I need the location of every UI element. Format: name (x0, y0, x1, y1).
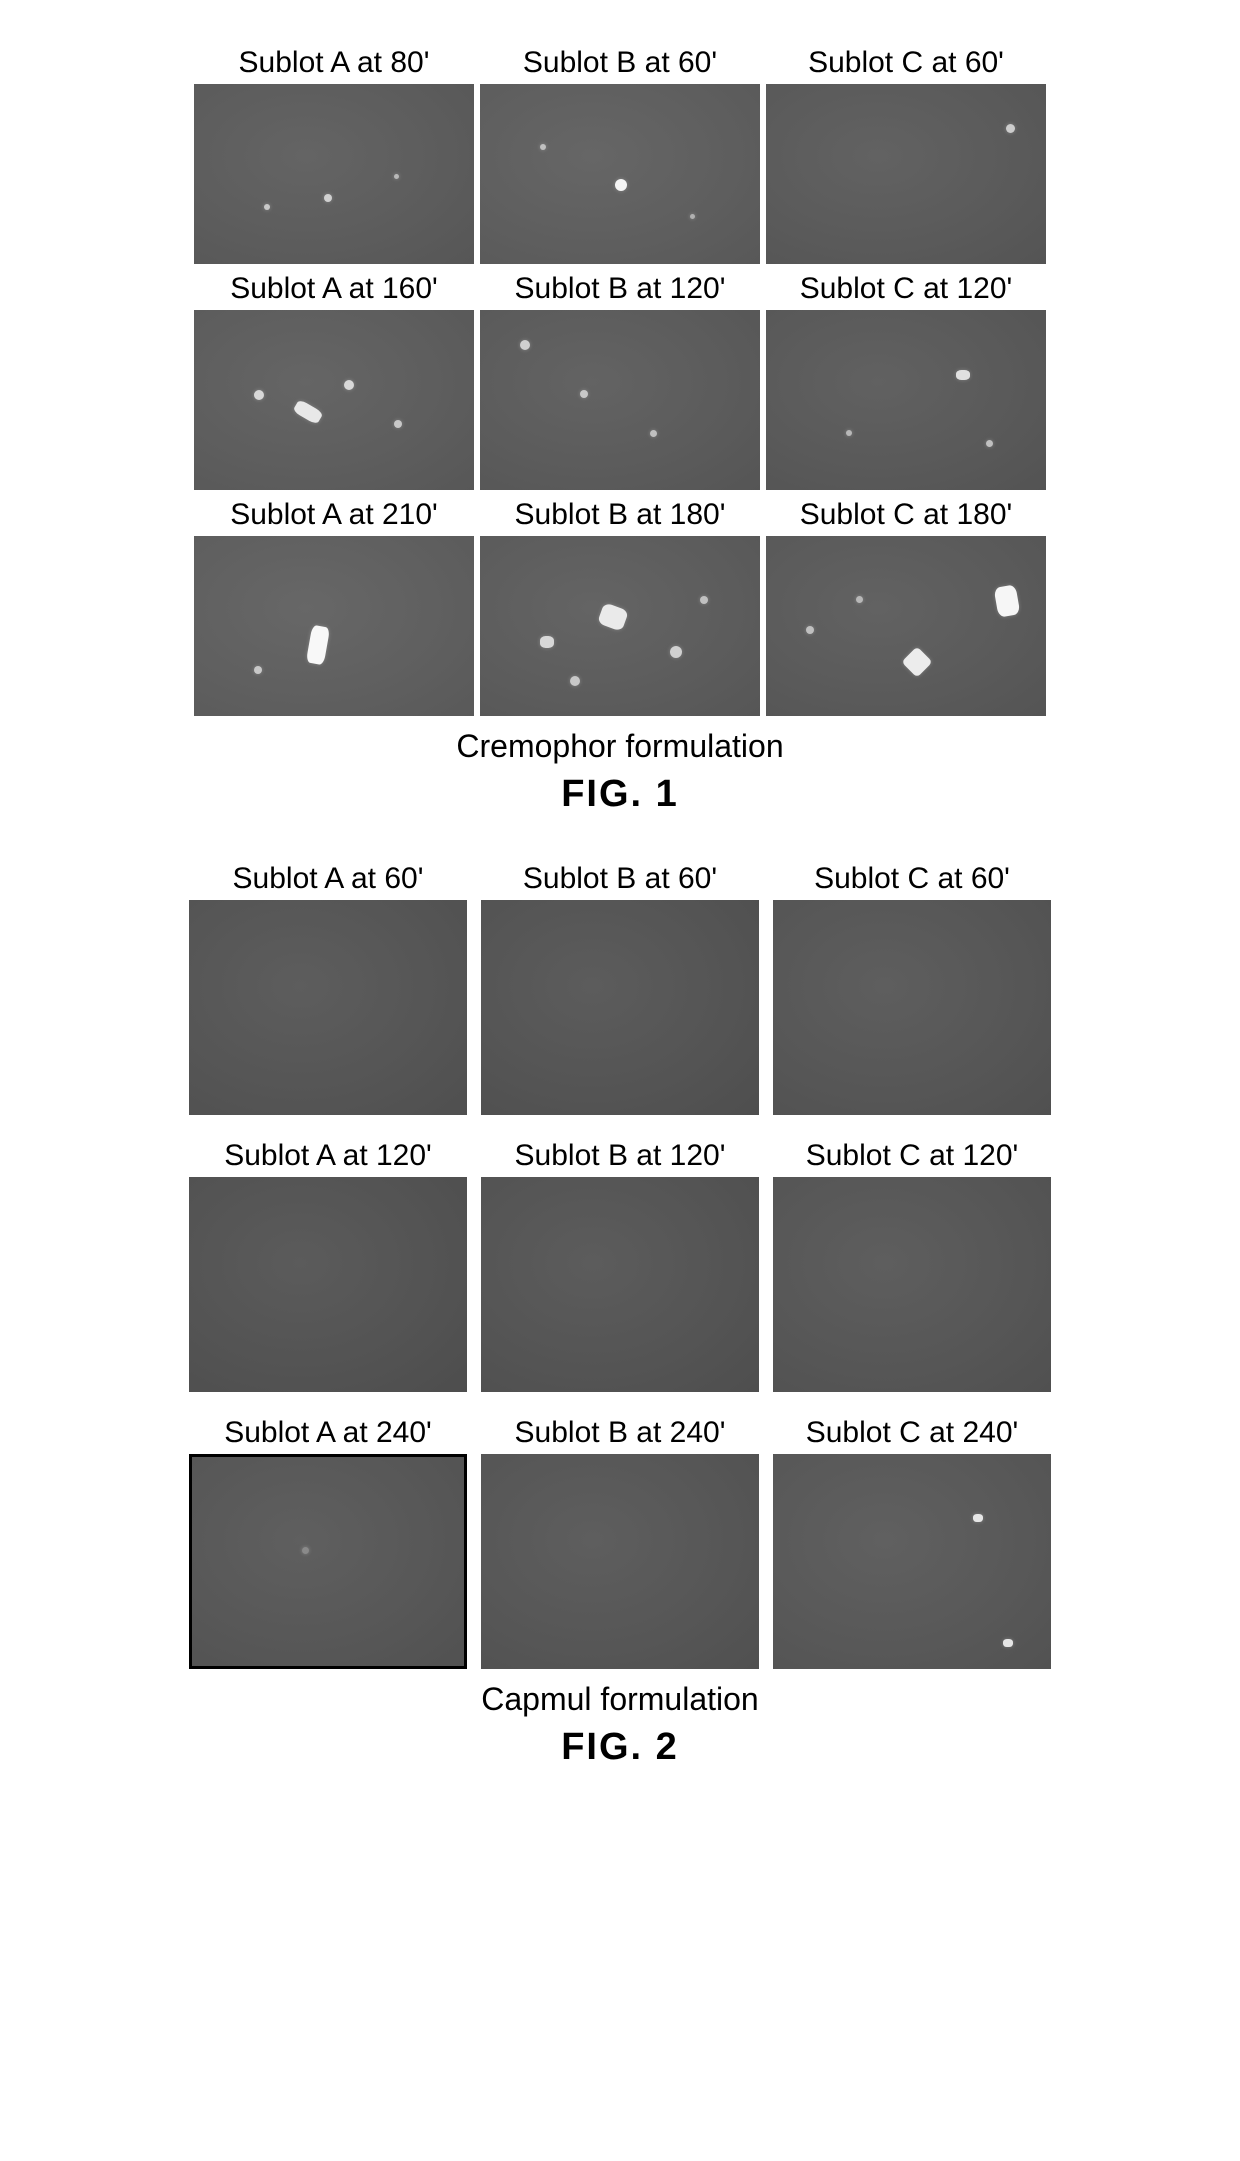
fig1-cell-6-label: Sublot A at 210' (230, 492, 438, 536)
fig2-cell-1-label: Sublot B at 60' (523, 856, 717, 900)
fig1-cell-0: Sublot A at 80' (194, 40, 474, 264)
fig1-cell-8-panel (766, 536, 1046, 716)
fig1-cell-7-particle-2 (670, 646, 682, 658)
fig2-cell-6-label: Sublot A at 240' (224, 1410, 432, 1454)
fig1-cell-7-particle-3 (570, 676, 580, 686)
fig2-cell-0-label: Sublot A at 60' (233, 856, 424, 900)
fig1-cell-6-panel (194, 536, 474, 716)
fig1-cell-2-panel (766, 84, 1046, 264)
fig1-cell-3-particle-3 (394, 420, 402, 428)
fig1-cell-1-label: Sublot B at 60' (523, 40, 717, 84)
fig2-cell-2-panel (773, 900, 1051, 1115)
fig2-cell-8-particle-0 (973, 1514, 983, 1522)
fig2-cell-4: Sublot B at 120' (481, 1133, 759, 1392)
fig2-cell-7-panel (481, 1454, 759, 1669)
fig1-cell-7-particle-4 (700, 596, 708, 604)
fig1-cell-1-particle-2 (690, 214, 695, 219)
fig2-cell-1: Sublot B at 60' (481, 856, 759, 1115)
fig2-cell-0-panel (189, 900, 467, 1115)
fig1-cell-5: Sublot C at 120' (766, 266, 1046, 490)
fig1-cell-1-particle-1 (540, 144, 546, 150)
fig1-cell-5-particle-1 (846, 430, 852, 436)
fig2-cell-5-panel (773, 1177, 1051, 1392)
fig1-cell-3-panel (194, 310, 474, 490)
fig1-cell-5-particle-2 (986, 440, 993, 447)
fig1-cell-7-panel (480, 536, 760, 716)
fig1-cell-5-label: Sublot C at 120' (800, 266, 1013, 310)
fig2-cell-5-label: Sublot C at 120' (806, 1133, 1019, 1177)
fig2-cell-3-label: Sublot A at 120' (224, 1133, 432, 1177)
fig2-cell-8-label: Sublot C at 240' (806, 1410, 1019, 1454)
fig1-cell-8: Sublot C at 180' (766, 492, 1046, 716)
fig1-cell-5-panel (766, 310, 1046, 490)
fig1-cell-4-label: Sublot B at 120' (515, 266, 726, 310)
fig2-cell-8-panel (773, 1454, 1051, 1669)
fig1-cell-7: Sublot B at 180' (480, 492, 760, 716)
fig1-cell-8-label: Sublot C at 180' (800, 492, 1013, 536)
fig1-cell-4: Sublot B at 120' (480, 266, 760, 490)
fig1-cell-6-particle-0 (306, 625, 330, 666)
fig1-cell-8-particle-2 (806, 626, 814, 634)
fig1-cell-2-particle-0 (1006, 124, 1015, 133)
fig1-cell-3-particle-2 (344, 380, 354, 390)
fig2-cell-1-panel (481, 900, 759, 1115)
fig2-cell-3: Sublot A at 120' (189, 1133, 467, 1392)
fig1-cell-5-particle-0 (956, 370, 970, 380)
fig1-cell-4-particle-1 (580, 390, 588, 398)
fig1-cell-0-particle-1 (324, 194, 332, 202)
fig1-cell-3: Sublot A at 160' (194, 266, 474, 490)
fig1-cell-8-particle-3 (856, 596, 863, 603)
fig1-cell-2: Sublot C at 60' (766, 40, 1046, 264)
fig1-grid: Sublot A at 80' Sublot B at 60' Sublot C a… (194, 40, 1046, 716)
fig1-cell-0-particle-2 (394, 174, 399, 179)
fig2-label: FIG. 2 (561, 1726, 679, 1769)
fig2-cell-8: Sublot C at 240' (773, 1410, 1051, 1669)
fig1-cell-0-particle-0 (264, 204, 270, 210)
fig2-cell-5: Sublot C at 120' (773, 1133, 1051, 1392)
fig2-cell-6-particle-0 (302, 1547, 309, 1554)
fig2-cell-6: Sublot A at 240' (189, 1410, 467, 1669)
fig2-block: Sublot A at 60' Sublot B at 60' Sublot C a… (80, 856, 1160, 1769)
fig2-cell-4-panel (481, 1177, 759, 1392)
fig1-cell-1-panel (480, 84, 760, 264)
fig2-cell-7: Sublot B at 240' (481, 1410, 759, 1669)
fig1-cell-8-particle-0 (994, 584, 1021, 617)
fig2-caption: Capmul formulation (481, 1681, 758, 1718)
fig1-cell-0-label: Sublot A at 80' (239, 40, 430, 84)
fig1-cell-3-particle-1 (254, 390, 264, 400)
fig1-cell-7-particle-1 (540, 636, 554, 648)
fig1-cell-7-particle-0 (597, 602, 629, 632)
fig1-cell-4-panel (480, 310, 760, 490)
fig2-grid: Sublot A at 60' Sublot B at 60' Sublot C a… (189, 856, 1051, 1669)
fig2-cell-3-panel (189, 1177, 467, 1392)
fig1-cell-1-particle-0 (615, 179, 627, 191)
fig1-cell-3-particle-0 (292, 399, 323, 425)
fig1-block: Sublot A at 80' Sublot B at 60' Sublot C a… (80, 40, 1160, 816)
fig2-cell-8-particle-1 (1003, 1639, 1013, 1647)
fig1-cell-6: Sublot A at 210' (194, 492, 474, 716)
fig1-cell-4-particle-2 (650, 430, 657, 437)
fig1-cell-3-label: Sublot A at 160' (230, 266, 438, 310)
fig1-cell-4-particle-0 (520, 340, 530, 350)
fig1-cell-0-panel (194, 84, 474, 264)
fig2-cell-7-label: Sublot B at 240' (515, 1410, 726, 1454)
fig1-cell-7-label: Sublot B at 180' (515, 492, 726, 536)
fig1-cell-2-label: Sublot C at 60' (808, 40, 1004, 84)
fig1-cell-1: Sublot B at 60' (480, 40, 760, 264)
fig1-cell-6-particle-1 (254, 666, 262, 674)
fig1-cell-8-particle-1 (901, 646, 932, 677)
fig2-cell-6-panel (189, 1454, 467, 1669)
fig2-cell-4-label: Sublot B at 120' (515, 1133, 726, 1177)
fig2-cell-2-label: Sublot C at 60' (814, 856, 1010, 900)
fig2-cell-0: Sublot A at 60' (189, 856, 467, 1115)
fig1-label: FIG. 1 (561, 773, 679, 816)
fig2-cell-2: Sublot C at 60' (773, 856, 1051, 1115)
fig1-caption: Cremophor formulation (456, 728, 783, 765)
